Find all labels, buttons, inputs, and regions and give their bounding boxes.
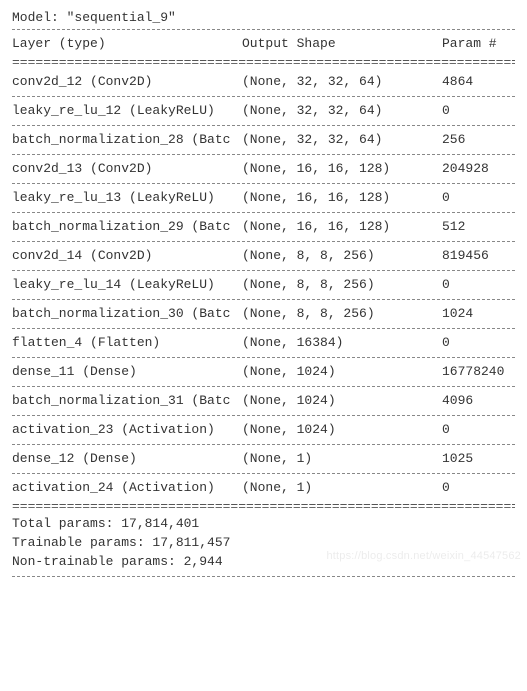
table-row: batch_normalization_29 (Batc(None, 16, 1… bbox=[12, 216, 515, 237]
row-divider bbox=[12, 125, 515, 126]
cell-layer: dense_11 (Dense) bbox=[12, 364, 242, 379]
rule-double-bottom: ========================================… bbox=[12, 500, 515, 513]
totals: Total params: 17,814,401 Trainable param… bbox=[12, 515, 515, 572]
cell-layer: batch_normalization_28 (Batc bbox=[12, 132, 242, 147]
cell-param: 0 bbox=[442, 480, 515, 495]
cell-layer: activation_23 (Activation) bbox=[12, 422, 242, 437]
cell-shape: (None, 1024) bbox=[242, 422, 442, 437]
cell-param: 204928 bbox=[442, 161, 515, 176]
table-body: conv2d_12 (Conv2D)(None, 32, 32, 64)4864… bbox=[12, 71, 515, 498]
cell-layer: batch_normalization_29 (Batc bbox=[12, 219, 242, 234]
table-row: conv2d_14 (Conv2D)(None, 8, 8, 256)81945… bbox=[12, 245, 515, 266]
cell-layer: batch_normalization_30 (Batc bbox=[12, 306, 242, 321]
row-divider bbox=[12, 386, 515, 387]
cell-layer: conv2d_12 (Conv2D) bbox=[12, 74, 242, 89]
cell-shape: (None, 1024) bbox=[242, 364, 442, 379]
row-divider bbox=[12, 154, 515, 155]
cell-param: 0 bbox=[442, 422, 515, 437]
row-divider bbox=[12, 96, 515, 97]
cell-shape: (None, 8, 8, 256) bbox=[242, 277, 442, 292]
cell-param: 0 bbox=[442, 335, 515, 350]
table-row: batch_normalization_30 (Batc(None, 8, 8,… bbox=[12, 303, 515, 324]
cell-shape: (None, 16, 16, 128) bbox=[242, 161, 442, 176]
cell-shape: (None, 32, 32, 64) bbox=[242, 132, 442, 147]
rule-double-top: ========================================… bbox=[12, 56, 515, 69]
cell-param: 512 bbox=[442, 219, 515, 234]
table-row: conv2d_12 (Conv2D)(None, 32, 32, 64)4864 bbox=[12, 71, 515, 92]
cell-layer: activation_24 (Activation) bbox=[12, 480, 242, 495]
cell-param: 256 bbox=[442, 132, 515, 147]
table-row: conv2d_13 (Conv2D)(None, 16, 16, 128)204… bbox=[12, 158, 515, 179]
cell-shape: (None, 1) bbox=[242, 451, 442, 466]
cell-layer: leaky_re_lu_12 (LeakyReLU) bbox=[12, 103, 242, 118]
row-divider bbox=[12, 212, 515, 213]
table-row: leaky_re_lu_12 (LeakyReLU)(None, 32, 32,… bbox=[12, 100, 515, 121]
watermark: https://blog.csdn.net/weixin_44547562 bbox=[326, 550, 521, 562]
table-row: activation_24 (Activation)(None, 1)0 bbox=[12, 477, 515, 498]
cell-shape: (None, 8, 8, 256) bbox=[242, 306, 442, 321]
row-divider bbox=[12, 328, 515, 329]
cell-param: 16778240 bbox=[442, 364, 515, 379]
cell-shape: (None, 16, 16, 128) bbox=[242, 219, 442, 234]
cell-param: 1024 bbox=[442, 306, 515, 321]
cell-param: 819456 bbox=[442, 248, 515, 263]
table-row: dense_12 (Dense)(None, 1)1025 bbox=[12, 448, 515, 469]
cell-param: 1025 bbox=[442, 451, 515, 466]
cell-param: 0 bbox=[442, 190, 515, 205]
rule-top bbox=[12, 29, 515, 30]
cell-layer: flatten_4 (Flatten) bbox=[12, 335, 242, 350]
cell-shape: (None, 16384) bbox=[242, 335, 442, 350]
header-shape: Output Shape bbox=[242, 36, 442, 51]
table-row: batch_normalization_28 (Batc(None, 32, 3… bbox=[12, 129, 515, 150]
rule-bottom bbox=[12, 576, 515, 577]
header-layer: Layer (type) bbox=[12, 36, 242, 51]
cell-shape: (None, 32, 32, 64) bbox=[242, 74, 442, 89]
table-row: flatten_4 (Flatten)(None, 16384)0 bbox=[12, 332, 515, 353]
row-divider bbox=[12, 415, 515, 416]
row-divider bbox=[12, 183, 515, 184]
cell-shape: (None, 8, 8, 256) bbox=[242, 248, 442, 263]
table-row: leaky_re_lu_13 (LeakyReLU)(None, 16, 16,… bbox=[12, 187, 515, 208]
cell-layer: conv2d_13 (Conv2D) bbox=[12, 161, 242, 176]
model-name: Model: "sequential_9" bbox=[12, 10, 515, 25]
table-row: activation_23 (Activation)(None, 1024)0 bbox=[12, 419, 515, 440]
cell-layer: dense_12 (Dense) bbox=[12, 451, 242, 466]
cell-param: 4096 bbox=[442, 393, 515, 408]
row-divider bbox=[12, 444, 515, 445]
cell-shape: (None, 1024) bbox=[242, 393, 442, 408]
cell-layer: leaky_re_lu_14 (LeakyReLU) bbox=[12, 277, 242, 292]
cell-shape: (None, 16, 16, 128) bbox=[242, 190, 442, 205]
table-header: Layer (type) Output Shape Param # bbox=[12, 33, 515, 54]
row-divider bbox=[12, 357, 515, 358]
cell-shape: (None, 32, 32, 64) bbox=[242, 103, 442, 118]
table-row: leaky_re_lu_14 (LeakyReLU)(None, 8, 8, 2… bbox=[12, 274, 515, 295]
cell-layer: batch_normalization_31 (Batc bbox=[12, 393, 242, 408]
cell-shape: (None, 1) bbox=[242, 480, 442, 495]
row-divider bbox=[12, 241, 515, 242]
table-row: batch_normalization_31 (Batc(None, 1024)… bbox=[12, 390, 515, 411]
row-divider bbox=[12, 473, 515, 474]
table-row: dense_11 (Dense)(None, 1024)16778240 bbox=[12, 361, 515, 382]
cell-param: 0 bbox=[442, 277, 515, 292]
cell-layer: conv2d_14 (Conv2D) bbox=[12, 248, 242, 263]
row-divider bbox=[12, 270, 515, 271]
header-param: Param # bbox=[442, 36, 515, 51]
row-divider bbox=[12, 299, 515, 300]
cell-param: 0 bbox=[442, 103, 515, 118]
total-params: Total params: 17,814,401 bbox=[12, 515, 515, 534]
cell-layer: leaky_re_lu_13 (LeakyReLU) bbox=[12, 190, 242, 205]
cell-param: 4864 bbox=[442, 74, 515, 89]
